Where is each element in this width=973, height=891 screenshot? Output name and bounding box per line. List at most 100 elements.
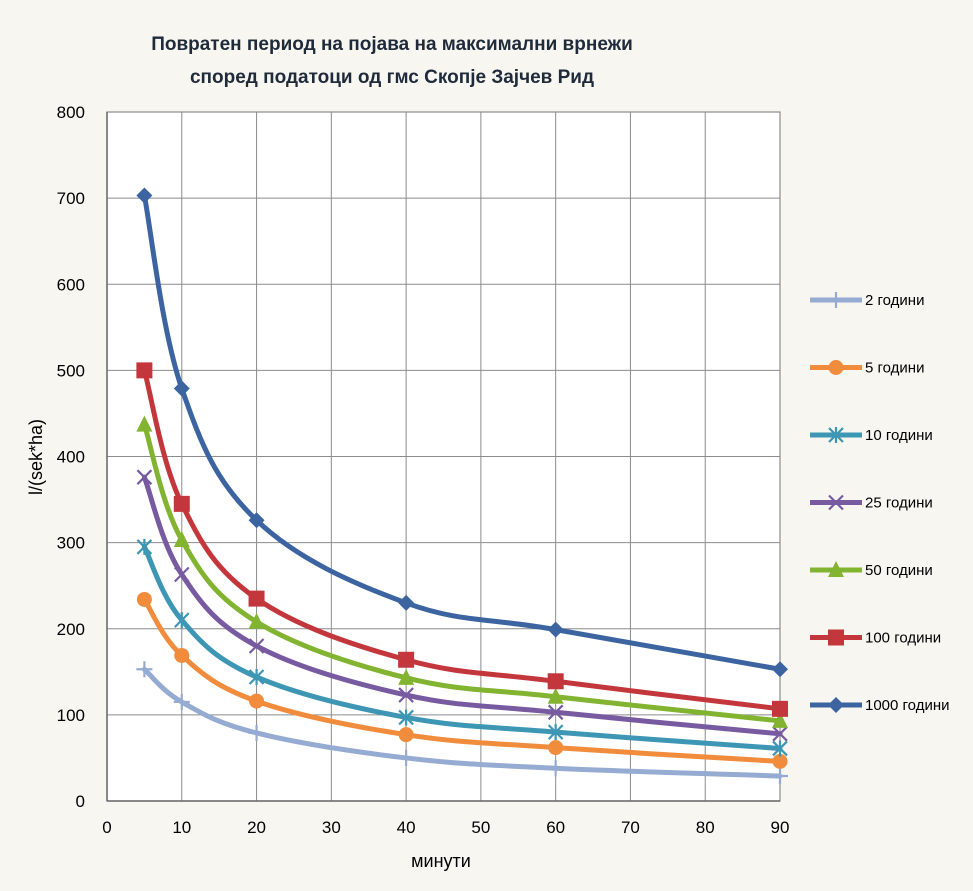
- data-point: [248, 668, 265, 685]
- data-point: [547, 687, 564, 704]
- series-100-години: [136, 362, 788, 717]
- data-point: [173, 380, 190, 397]
- series-50-години: [136, 415, 788, 728]
- data-point: [173, 693, 190, 710]
- series-5-години: [136, 591, 788, 769]
- series-line: [141, 193, 783, 672]
- data-point: [248, 638, 265, 654]
- legend-marker: [828, 427, 844, 443]
- legend-marker: [828, 292, 844, 308]
- data-point: [249, 693, 265, 709]
- data-point: [772, 726, 788, 742]
- data-point: [398, 749, 415, 766]
- data-point: [136, 187, 153, 204]
- data-point: [547, 621, 564, 638]
- legend-item: 100 години: [810, 629, 941, 647]
- data-point: [398, 709, 414, 726]
- legend-item: 2 години: [810, 292, 924, 309]
- data-point: [174, 612, 190, 629]
- chart-title-line-1: Повратен период на појава на максимални …: [151, 34, 633, 55]
- legend-label: 5 години: [865, 360, 924, 377]
- data-point: [547, 724, 564, 741]
- data-point: [398, 594, 415, 611]
- legend-item: 1000 години: [810, 697, 950, 714]
- data-series: [136, 187, 788, 785]
- data-point: [136, 591, 152, 607]
- legend-marker: [828, 494, 844, 511]
- data-point: [174, 647, 190, 663]
- legend-label: 25 години: [865, 495, 933, 512]
- legend-label: 1000 години: [865, 697, 950, 714]
- chart-title-line-2: според податоци од гмс Скопје Зајчев Рид: [190, 67, 594, 88]
- x-tick-label: 50: [471, 818, 490, 837]
- legend-marker: [828, 360, 844, 375]
- legend-label: 100 години: [865, 630, 941, 647]
- data-point: [248, 612, 265, 629]
- data-point: [173, 495, 190, 512]
- x-tick-label: 30: [322, 818, 341, 837]
- data-point: [772, 768, 788, 785]
- legend-item: 5 години: [810, 360, 924, 377]
- y-tick-label: 800: [57, 103, 85, 122]
- legend-marker: [828, 629, 844, 646]
- y-tick-label: 500: [57, 361, 85, 380]
- data-point: [548, 740, 564, 756]
- data-point: [136, 362, 153, 379]
- y-tick-label: 0: [76, 792, 85, 811]
- y-tick-label: 400: [57, 448, 85, 467]
- data-point: [398, 668, 415, 685]
- data-point: [136, 538, 153, 555]
- legend-label: 2 години: [865, 292, 924, 309]
- chart-title: Повратен период на појава на максимални …: [151, 34, 633, 88]
- data-point: [398, 727, 414, 743]
- series-1000-години: [136, 187, 788, 678]
- legend-item: 10 години: [810, 427, 933, 444]
- legend-label: 10 години: [865, 427, 933, 444]
- data-point: [398, 651, 415, 668]
- x-tick-label: 70: [621, 818, 640, 837]
- data-point: [136, 661, 153, 678]
- data-point: [248, 724, 265, 741]
- legend-item: 50 години: [810, 561, 933, 579]
- x-tick-label: 20: [247, 818, 266, 837]
- legend-label: 50 години: [865, 562, 933, 579]
- data-point: [772, 661, 788, 678]
- y-axis-label: l/(sek*ha): [26, 419, 46, 495]
- x-tick-label: 60: [546, 818, 565, 837]
- legend-marker: [828, 561, 844, 577]
- data-point: [772, 700, 788, 717]
- data-point: [772, 753, 788, 769]
- x-axis-label: минути: [411, 851, 471, 871]
- data-point: [173, 531, 190, 548]
- x-axis-ticks: 0 10 20 30 40 50 60 70 80 90: [102, 818, 789, 837]
- data-point: [248, 512, 265, 529]
- series-10-години: [136, 538, 788, 757]
- series-25-години: [136, 469, 788, 742]
- x-tick-label: 0: [102, 818, 111, 837]
- x-tick-label: 40: [397, 818, 416, 837]
- series-2-години: [136, 661, 788, 785]
- data-point: [248, 590, 265, 607]
- data-point: [174, 566, 190, 583]
- data-point: [547, 760, 564, 777]
- y-axis-ticks: 0 100 200 300 400 500 600 700 800: [57, 103, 85, 811]
- legend-item: 25 години: [810, 495, 933, 512]
- y-tick-label: 200: [57, 620, 85, 639]
- data-point: [547, 673, 564, 690]
- y-tick-label: 300: [57, 534, 85, 553]
- legend: 2 години 5 години 10 години 25 години 50 год…: [810, 292, 950, 714]
- x-tick-label: 10: [172, 818, 191, 837]
- data-point: [547, 704, 564, 721]
- y-tick-label: 700: [57, 189, 85, 208]
- y-tick-label: 600: [57, 275, 85, 294]
- data-point: [772, 740, 788, 757]
- data-point: [772, 711, 788, 728]
- data-point: [136, 469, 153, 485]
- data-point: [136, 415, 153, 432]
- series-line: [141, 666, 783, 779]
- legend-marker: [828, 697, 844, 713]
- y-tick-label: 100: [57, 706, 85, 725]
- data-point: [398, 687, 414, 703]
